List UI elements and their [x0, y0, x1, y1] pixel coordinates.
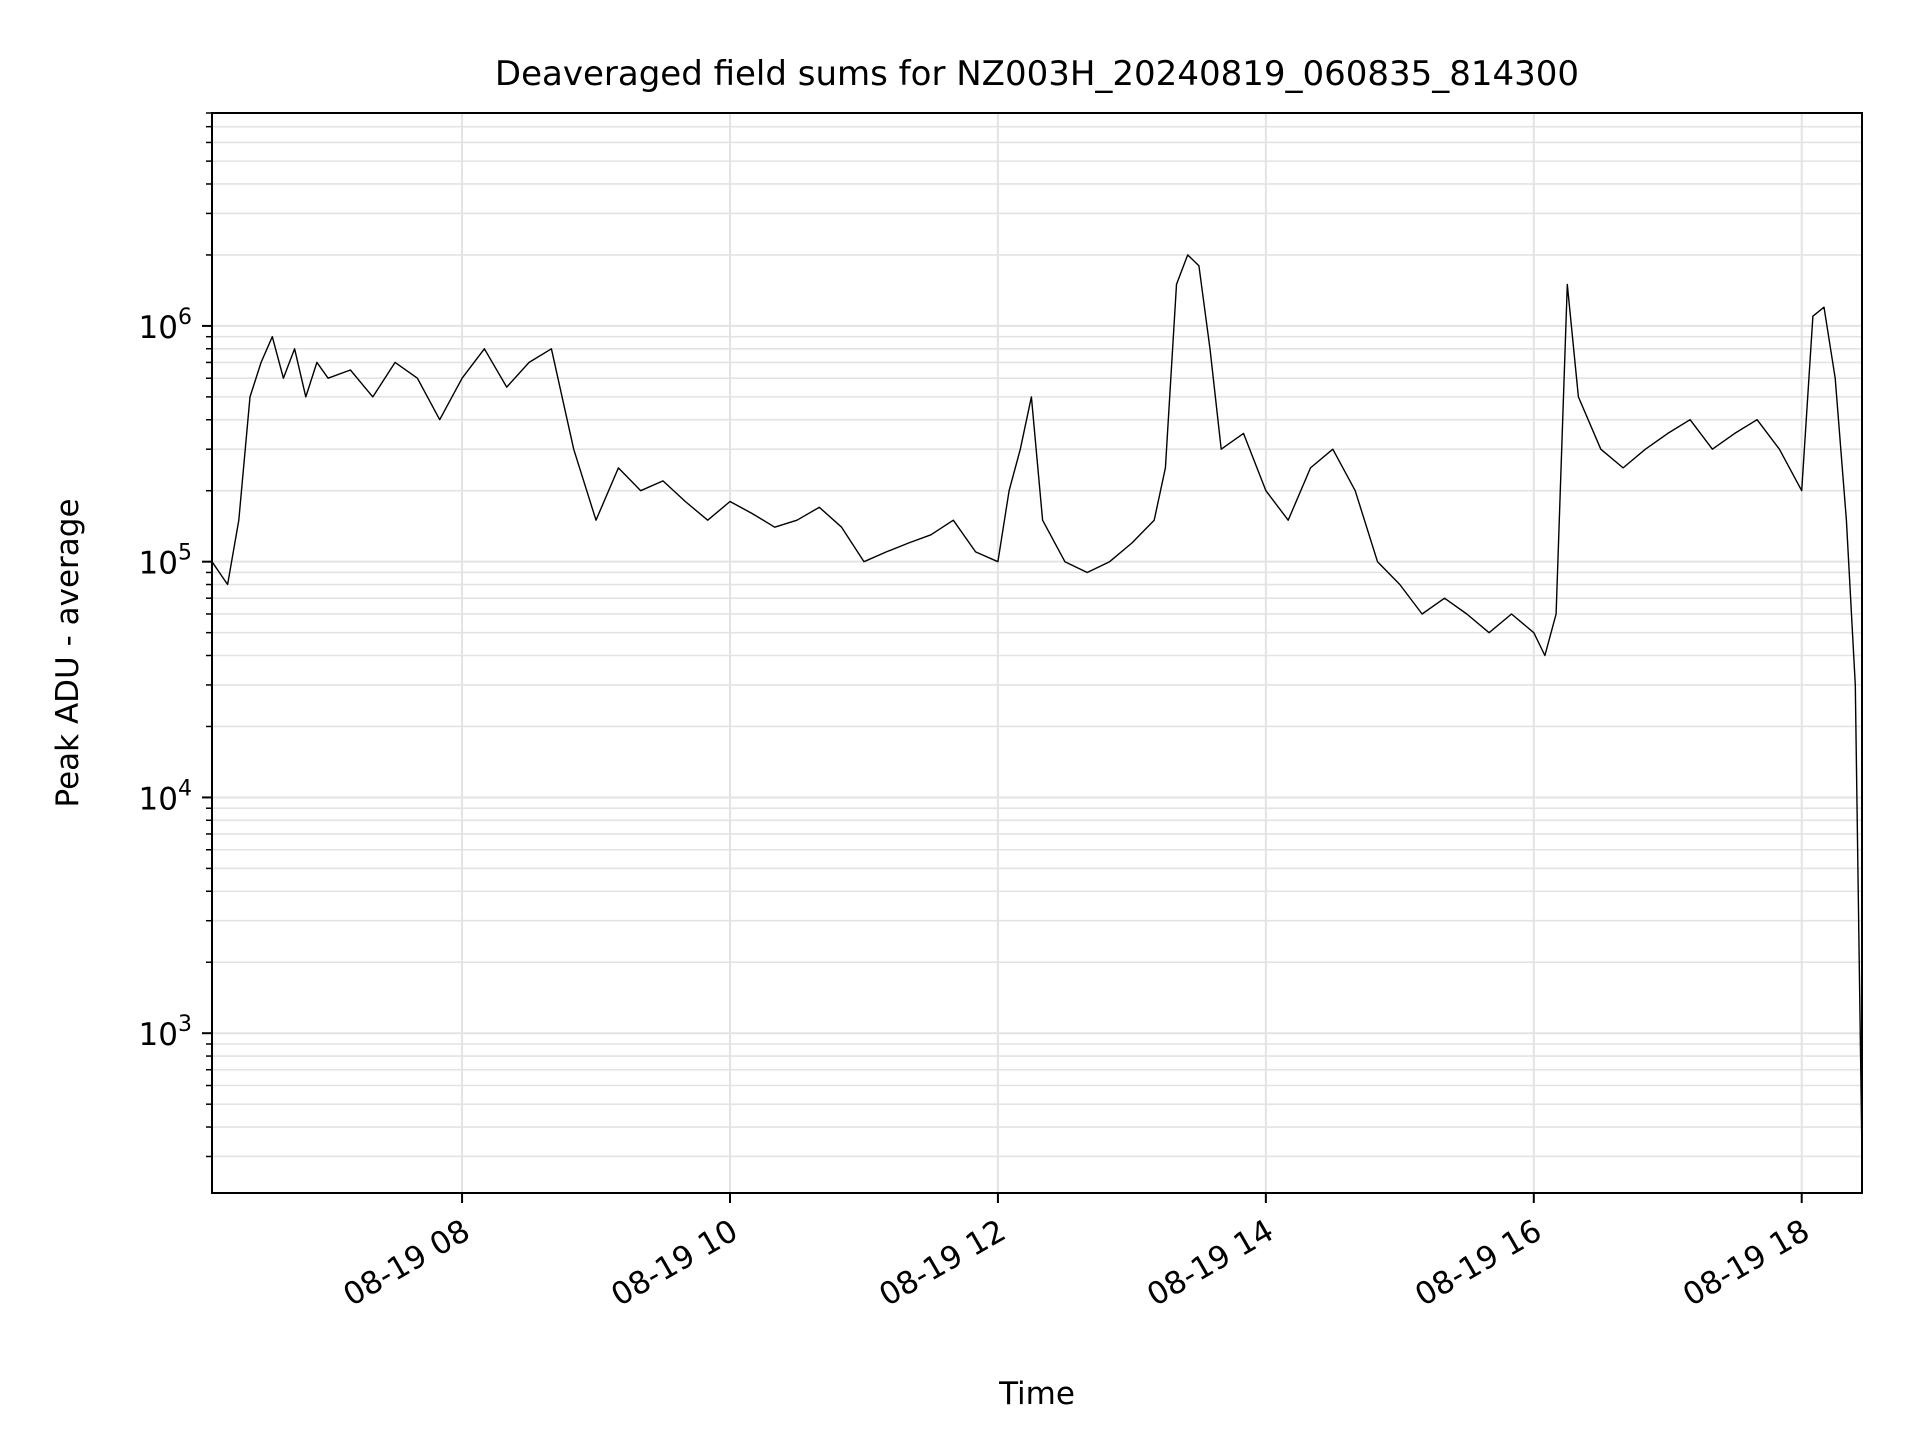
- y-tick-label: 103: [139, 1012, 192, 1053]
- y-tick-exponent: 4: [178, 776, 192, 801]
- grid: [212, 112, 1862, 1193]
- y-tick-exponent: 6: [178, 305, 192, 330]
- y-tick-base: 10: [139, 546, 178, 582]
- y-tick-label: 106: [139, 305, 192, 346]
- y-tick-base: 10: [139, 1017, 178, 1053]
- chart-title: Deaveraged field sums for NZ003H_2024081…: [495, 54, 1579, 94]
- y-tick-exponent: 5: [178, 541, 192, 566]
- y-tick-label: 104: [139, 776, 192, 817]
- y-tick-base: 10: [139, 310, 178, 346]
- y-tick-exponent: 3: [178, 1012, 192, 1037]
- series-line: [211, 254, 1863, 1157]
- x-axis-label: Time: [998, 1376, 1075, 1412]
- y-axis-label: Peak ADU - average: [50, 498, 86, 807]
- y-tick-base: 10: [139, 781, 178, 817]
- series-layer: [211, 254, 1863, 1157]
- y-tick-label: 105: [139, 541, 192, 582]
- plot-frame: [211, 112, 1863, 1194]
